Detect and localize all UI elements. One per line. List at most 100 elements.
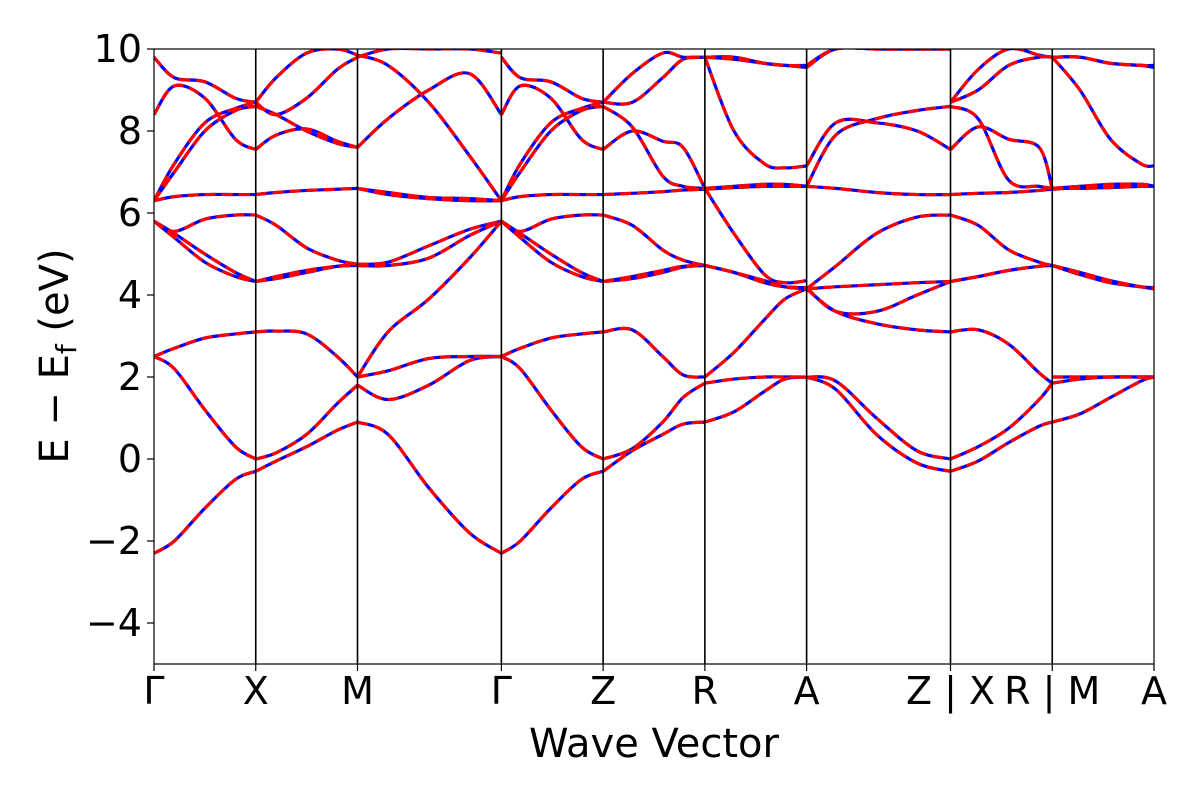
band-line-seg0-band6 (154, 192, 256, 203)
band-line-seg4-band9 (603, 55, 706, 106)
band-line-seg1-band0 (255, 420, 359, 473)
x-tick-label: A (1141, 669, 1167, 713)
band-line-seg7-band1 (949, 382, 1054, 461)
band-line-seg1-band1 (255, 384, 359, 461)
y-tick-label: −2 (86, 519, 142, 563)
band-line-seg4-band10 (602, 50, 705, 104)
band-line-seg3-band9 (499, 83, 604, 151)
x-tick-label: M (341, 669, 374, 713)
y-tick-label: 4 (118, 273, 142, 317)
band-line-seg3-band2 (500, 330, 604, 358)
band-line-seg4-band6 (603, 187, 705, 197)
y-tick-label: 10 (94, 27, 142, 71)
band-line-seg7-band0 (949, 420, 1053, 473)
band-line-seg8-band4 (1051, 263, 1154, 290)
band-line-seg2-band7 (357, 186, 502, 203)
band-line-seg6-band5 (805, 213, 951, 291)
band-line-seg5-band8 (703, 56, 807, 170)
band-line-seg8-band8 (1051, 56, 1154, 168)
band-line-seg7-band2 (950, 327, 1054, 385)
band-line-seg8-band0 (1051, 375, 1154, 424)
band-line-seg4-band2 (602, 326, 706, 379)
band-line-seg4-band1 (602, 381, 706, 461)
band-line-seg4-band5 (602, 213, 706, 268)
x-tick-label: Z (590, 669, 616, 713)
band-line-seg0-band7 (154, 104, 257, 202)
band-line-seg3-band9 (499, 83, 604, 151)
band-line-seg6-band1 (806, 375, 951, 461)
band-line-seg6-band3 (806, 279, 951, 291)
band-line-seg2-band0 (356, 420, 503, 555)
y-axis-label-main: E − E (32, 354, 78, 464)
band-line-seg4-band9 (603, 55, 706, 106)
band-line-seg5-band1 (704, 375, 807, 385)
x-axis-label: Wave Vector (529, 721, 780, 767)
band-line-seg4-band1 (602, 381, 706, 461)
band-line-seg0-band8 (154, 100, 257, 202)
band-line-seg4-band4 (602, 263, 705, 284)
band-line-seg2-band4 (357, 219, 503, 268)
band-line-seg3-band5 (500, 213, 604, 234)
band-line-seg1-band5 (255, 213, 358, 266)
band-line-seg5-band0 (704, 375, 807, 424)
band-line-seg6-band8 (805, 117, 952, 167)
y-axis-label: E − Ef (eV) (32, 248, 83, 463)
band-line-seg2-band9 (356, 53, 503, 202)
band-line-seg3-band8 (499, 100, 604, 202)
band-line-seg0-band7 (154, 104, 257, 202)
band-line-seg2-band1 (356, 354, 502, 402)
band-line-seg3-band4 (500, 219, 604, 283)
series-solid-blue (154, 49, 1154, 555)
band-line-seg0-band10 (154, 56, 257, 104)
y-tick-label: 8 (118, 109, 142, 153)
band-line-seg6-band5 (805, 213, 951, 291)
series-dashed-red (154, 49, 1154, 555)
band-line-seg6-band0 (805, 375, 951, 473)
x-tick-label: Z | X (906, 669, 995, 714)
band-line-seg4-band0 (602, 420, 706, 473)
band-line-seg0-band2 (154, 330, 256, 358)
band-line-seg4-band8 (602, 105, 706, 190)
band-line-seg1-band8 (255, 104, 358, 149)
band-line-seg7-band9 (949, 54, 1053, 104)
y-tick-label: 0 (118, 437, 142, 481)
band-line-seg6-band6 (806, 184, 951, 197)
x-tick-label: Γ (491, 669, 512, 713)
band-line-seg1-band2 (255, 329, 359, 379)
band-line-seg4-band7 (602, 129, 707, 190)
band-line-seg5-band0 (704, 375, 807, 424)
band-line-seg5-band2 (703, 287, 808, 379)
band-line-seg3-band0 (500, 469, 604, 555)
y-axis-ticks: −4 −2 0 2 4 6 8 10 (86, 27, 154, 645)
band-line-seg6-band4 (805, 279, 952, 316)
band-line-seg2-band3 (356, 220, 503, 378)
y-axis-label-subscript: f (50, 343, 83, 354)
band-line-seg7-band8 (949, 104, 1053, 190)
band-line-seg0-band0 (154, 469, 257, 555)
band-line-seg3-band7 (500, 104, 604, 202)
band-line-seg5-band6 (704, 182, 807, 190)
band-line-seg7-band7 (949, 125, 1054, 189)
band-line-seg6-band7 (805, 104, 951, 188)
band-line-seg7-band4 (950, 263, 1053, 284)
band-line-seg3-band10 (500, 56, 604, 104)
band-line-seg4-band10 (602, 50, 705, 104)
band-line-seg5-band8 (703, 56, 807, 170)
band-line-seg0-band2 (154, 330, 256, 358)
y-axis-label-unit: (eV) (32, 248, 78, 344)
band-line-seg2-band5 (357, 219, 502, 266)
band-line-seg2-band0 (356, 420, 503, 555)
band-line-seg3-band2 (500, 330, 604, 358)
x-tick-label: Γ (143, 669, 164, 713)
band-line-seg6-band0 (805, 375, 951, 473)
band-line-seg7-band9 (949, 54, 1053, 104)
bands-layer (154, 49, 1154, 555)
band-line-seg0-band8 (154, 100, 257, 202)
band-line-seg5-band4 (704, 263, 807, 290)
band-line-seg1-band2 (255, 329, 359, 379)
band-line-seg4-band8 (602, 105, 706, 190)
band-line-seg3-band1 (500, 355, 604, 461)
band-line-seg1-band10 (254, 49, 359, 104)
